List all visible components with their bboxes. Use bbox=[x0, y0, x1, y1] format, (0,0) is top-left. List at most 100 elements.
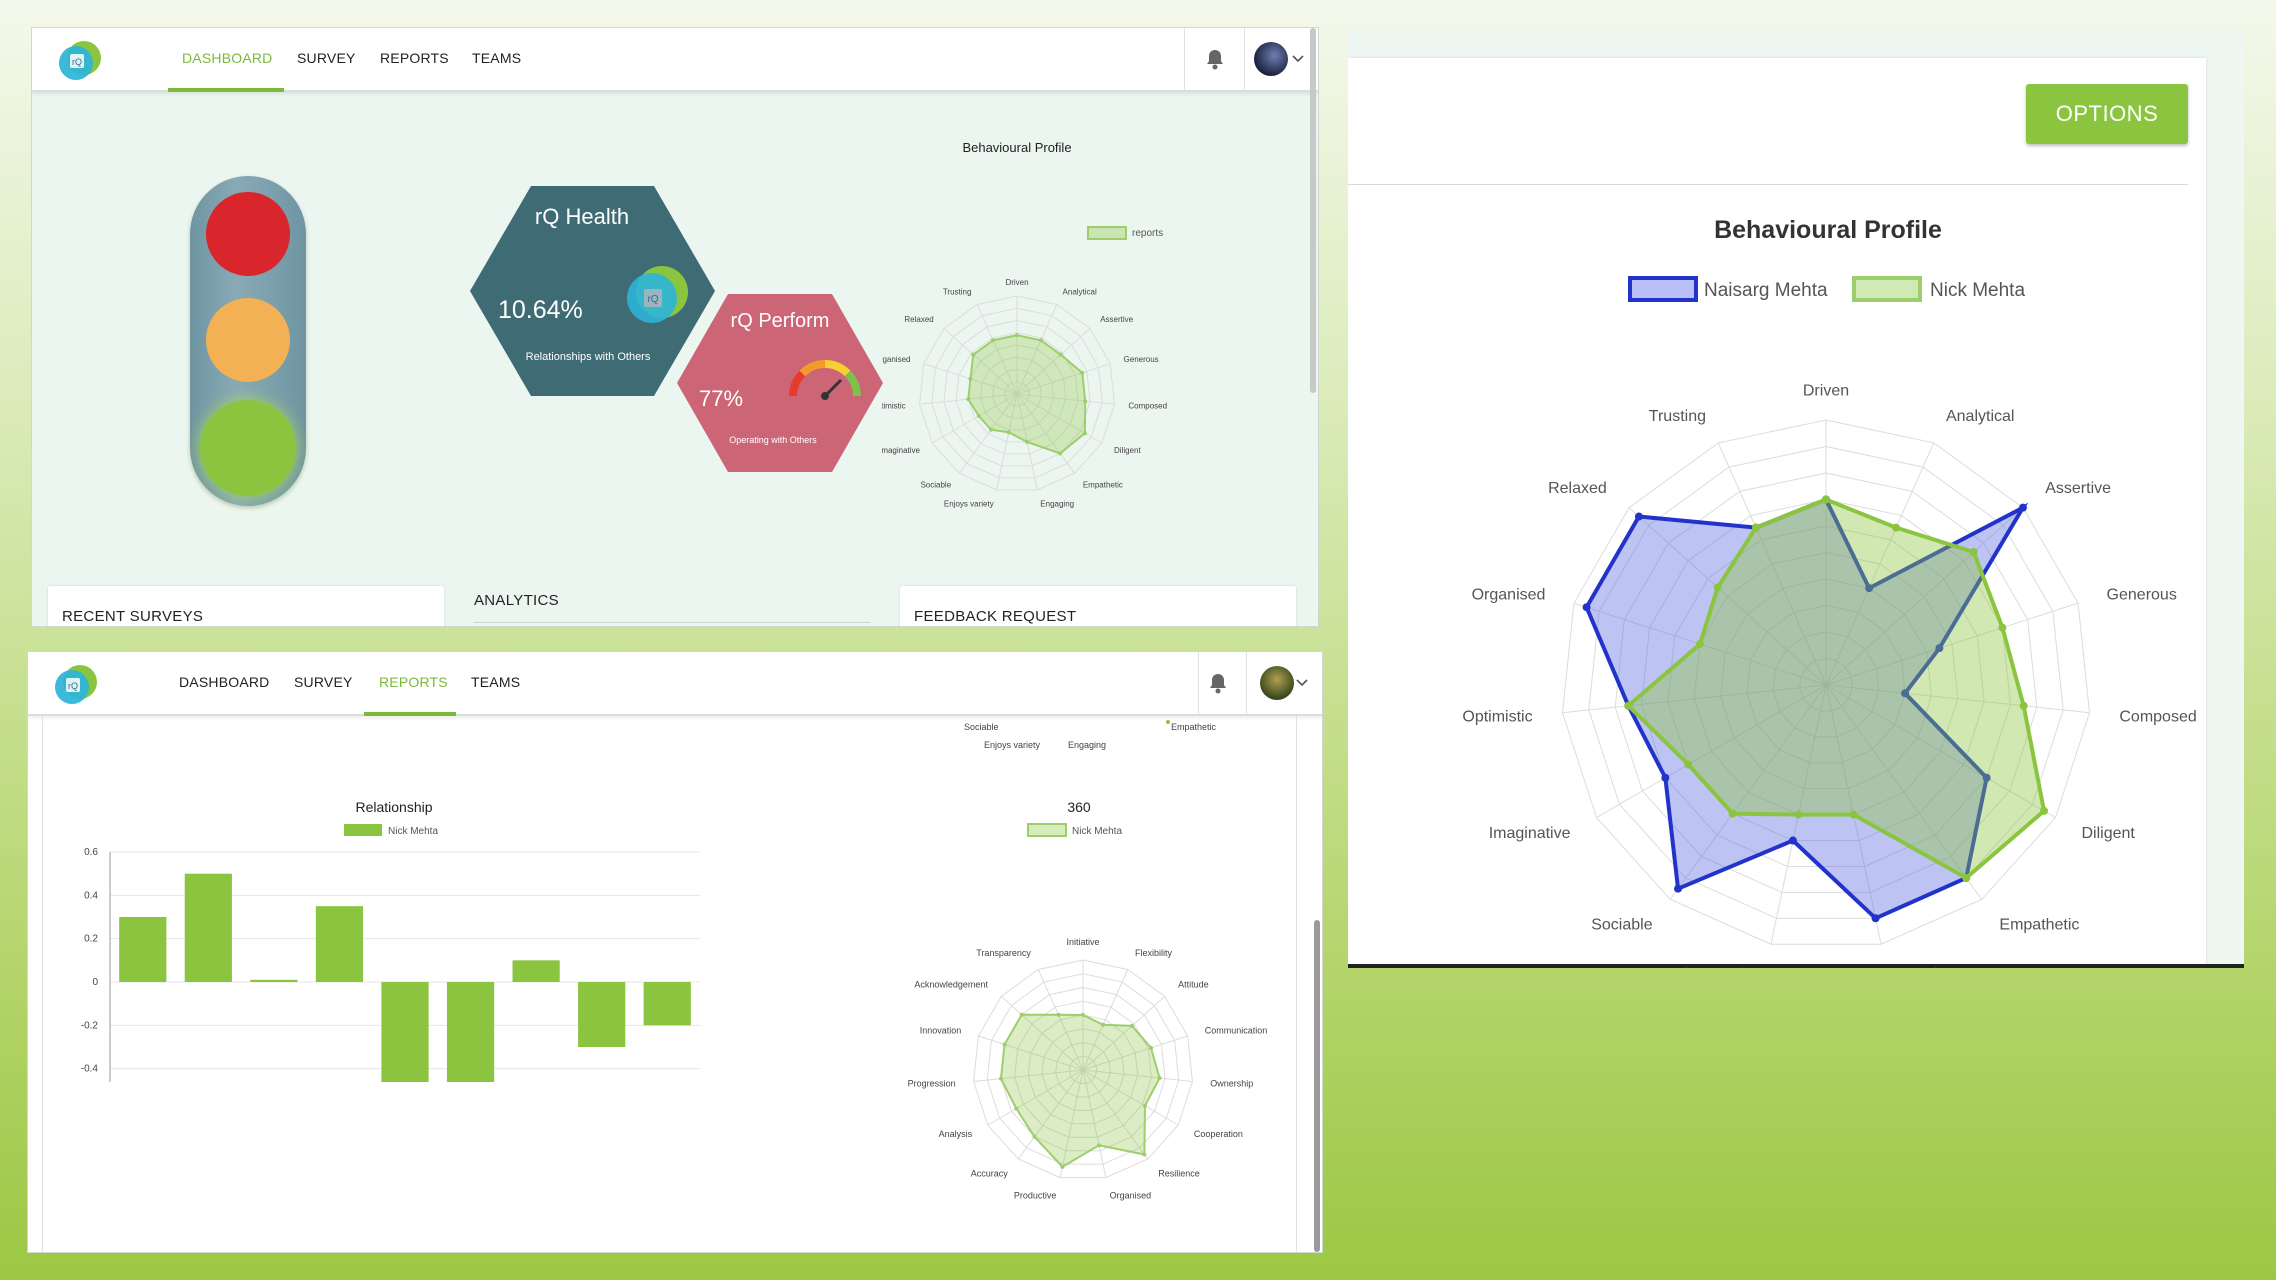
rq-health-caption: Relationships with Others bbox=[526, 351, 651, 363]
scrollbar[interactable] bbox=[1314, 920, 1320, 1252]
nav-dashboard[interactable]: DASHBOARD bbox=[182, 50, 273, 66]
axis-label: Analytical bbox=[1063, 287, 1097, 296]
data-point bbox=[1582, 603, 1591, 612]
axis-label: Imaginative bbox=[882, 446, 921, 455]
tick-label: -0.2 bbox=[81, 1020, 99, 1031]
grid-spoke bbox=[1016, 393, 1076, 474]
nav-divider bbox=[1244, 28, 1245, 90]
notification-bell-icon[interactable] bbox=[1205, 48, 1225, 70]
bar bbox=[381, 982, 429, 1082]
rq-health-hexagon[interactable]: rQ Health 10.64% Relationships with Othe… bbox=[470, 186, 715, 396]
axis-label: Relaxed bbox=[1548, 480, 1607, 497]
axis-label: Innovation bbox=[920, 1026, 962, 1036]
grid-ring bbox=[1041, 1028, 1125, 1111]
nav-dashboard[interactable]: DASHBOARD bbox=[179, 674, 270, 690]
axis-label: Generous bbox=[1124, 355, 1159, 364]
nav-teams[interactable]: TEAMS bbox=[472, 50, 522, 66]
grid-ring bbox=[1772, 631, 1880, 738]
grid-spoke bbox=[1037, 969, 1084, 1071]
chart-title: Relationship bbox=[355, 799, 432, 815]
chevron-down-icon[interactable] bbox=[1292, 54, 1304, 64]
axis-label: Communication bbox=[1205, 1026, 1268, 1036]
grid-ring bbox=[992, 368, 1042, 419]
behavioural-profile-chart: Behavioural Profile reports Driven Analyt… bbox=[882, 140, 1167, 508]
bar bbox=[643, 982, 691, 1026]
tick-label: 0 bbox=[92, 977, 98, 988]
rq-perform-title: rQ Perform bbox=[731, 310, 830, 332]
data-point bbox=[991, 338, 996, 343]
axis-label: Assertive bbox=[1100, 315, 1133, 324]
nav-survey[interactable]: SURVEY bbox=[294, 674, 353, 690]
svg-text:rQ: rQ bbox=[68, 681, 78, 691]
grid-ring bbox=[1614, 472, 2038, 893]
nav-divider bbox=[1184, 28, 1185, 90]
nav-divider bbox=[1246, 652, 1247, 714]
grid-ring bbox=[1720, 578, 1932, 790]
series-area bbox=[1584, 496, 2029, 921]
axis-label: Analytical bbox=[1946, 408, 2014, 425]
nav-survey[interactable]: SURVEY bbox=[297, 50, 356, 66]
data-point bbox=[2019, 701, 2028, 710]
axis-label: Flexibility bbox=[1135, 948, 1173, 958]
data-point bbox=[1788, 836, 1797, 845]
legend-swatch-naisarg bbox=[1628, 276, 1698, 302]
notification-bell-icon[interactable] bbox=[1208, 672, 1228, 694]
grid-spoke bbox=[1082, 1035, 1188, 1071]
grid-ring bbox=[919, 295, 1115, 491]
reports-panel: rQ DASHBOARD SURVEY REPORTS TEAMS Sociab… bbox=[28, 652, 1322, 1252]
comparison-panel: OPTIONS Behavioural Profile Naisarg Meht… bbox=[1348, 30, 2244, 968]
data-point bbox=[1157, 1076, 1162, 1081]
grid-ring bbox=[979, 356, 1055, 431]
tick-label: -0.4 bbox=[81, 1064, 99, 1075]
rq-perform-hexagon[interactable]: rQ Perform 77% Operating with Others bbox=[677, 294, 883, 472]
axis-label: Sociable bbox=[1591, 916, 1652, 933]
grid-spoke bbox=[943, 328, 1018, 395]
data-point bbox=[1032, 1134, 1037, 1139]
grid-spoke bbox=[931, 393, 1018, 444]
red-light bbox=[206, 192, 290, 276]
user-avatar[interactable] bbox=[1260, 666, 1294, 700]
data-point bbox=[1935, 644, 1944, 653]
bar bbox=[315, 906, 364, 982]
grid-spoke bbox=[1628, 507, 1827, 686]
rq-logo[interactable]: rQ bbox=[50, 660, 102, 708]
nav-reports[interactable]: REPORTS bbox=[380, 50, 449, 66]
axis-label: Ownership bbox=[1210, 1079, 1253, 1089]
axis-label: Driven bbox=[1005, 278, 1028, 287]
grid-ring bbox=[1004, 381, 1030, 407]
nav-teams[interactable]: TEAMS bbox=[471, 674, 521, 690]
nav-reports[interactable]: REPORTS bbox=[379, 674, 448, 690]
data-point bbox=[1634, 512, 1643, 521]
scrolled-radar-remnant: Sociable Enjoys variety Engaging Empathe… bbox=[964, 720, 1217, 750]
tick-label: 0.2 bbox=[84, 934, 98, 945]
rq-logo[interactable]: rQ bbox=[54, 36, 106, 84]
chevron-down-icon[interactable] bbox=[1296, 678, 1308, 688]
axis-label: Analysis bbox=[939, 1129, 973, 1139]
scrollbar[interactable] bbox=[1310, 28, 1316, 393]
options-button[interactable]: OPTIONS bbox=[2026, 84, 2188, 144]
data-point bbox=[1969, 548, 1978, 557]
data-point bbox=[1728, 809, 1737, 818]
data-point bbox=[1624, 701, 1633, 710]
data-point bbox=[1794, 810, 1803, 819]
legend-label: Nick Mehta bbox=[1072, 826, 1122, 837]
bar bbox=[250, 979, 298, 982]
grid-spoke bbox=[1082, 1069, 1107, 1178]
data-point bbox=[1058, 451, 1063, 456]
grid-ring bbox=[955, 332, 1079, 455]
data-point bbox=[968, 376, 973, 381]
grid-spoke bbox=[976, 304, 1018, 395]
grid-ring bbox=[1641, 498, 2011, 867]
data-point bbox=[1006, 430, 1011, 435]
grid-spoke bbox=[987, 1069, 1084, 1126]
bar bbox=[119, 917, 167, 982]
rq-logo-icon: rQ bbox=[627, 266, 688, 323]
data-point bbox=[1871, 914, 1880, 923]
bar bbox=[578, 982, 626, 1047]
series-area bbox=[999, 1013, 1161, 1169]
grid-ring bbox=[1055, 1041, 1111, 1098]
grid-ring bbox=[943, 319, 1091, 467]
svg-text:rQ: rQ bbox=[72, 57, 82, 67]
user-avatar[interactable] bbox=[1254, 42, 1288, 76]
axis-label: Organised bbox=[1110, 1190, 1152, 1200]
